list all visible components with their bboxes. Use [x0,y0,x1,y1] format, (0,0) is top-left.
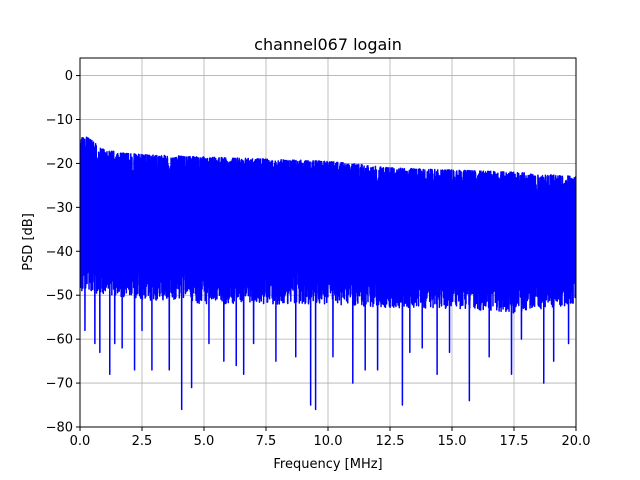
x-tick-label: 20.0 [562,434,591,449]
plot-area [80,136,576,411]
x-axis-ticks: 0.0 2.5 5.0 7.5 10.0 12.5 15.0 17.5 20.0 [70,427,591,449]
x-axis-label: Frequency [MHz] [273,457,382,472]
x-tick-label: 2.5 [132,434,153,449]
y-axis-ticks: 0 −10 −20 −30 −40 −50 −60 −70 −80 [46,69,80,436]
y-tick-label: −40 [46,245,73,260]
y-tick-label: −30 [46,201,73,216]
y-tick-label: −50 [46,289,73,304]
x-tick-label: 0.0 [70,434,91,449]
y-tick-label: −60 [46,333,73,348]
x-tick-label: 5.0 [194,434,215,449]
y-tick-label: −70 [46,377,73,392]
x-tick-label: 12.5 [376,434,405,449]
x-tick-label: 7.5 [256,434,277,449]
x-tick-label: 17.5 [500,434,529,449]
psd-series-line [80,136,576,411]
y-tick-label: −80 [46,421,73,436]
series-psd [80,136,576,411]
y-tick-label: 0 [65,69,73,84]
y-axis-label: PSD [dB] [21,213,36,271]
x-tick-label: 10.0 [314,434,343,449]
y-tick-label: −20 [46,157,73,172]
chart-title: channel067 logain [254,35,402,54]
x-tick-label: 15.0 [438,434,467,449]
y-tick-label: −10 [46,113,73,128]
